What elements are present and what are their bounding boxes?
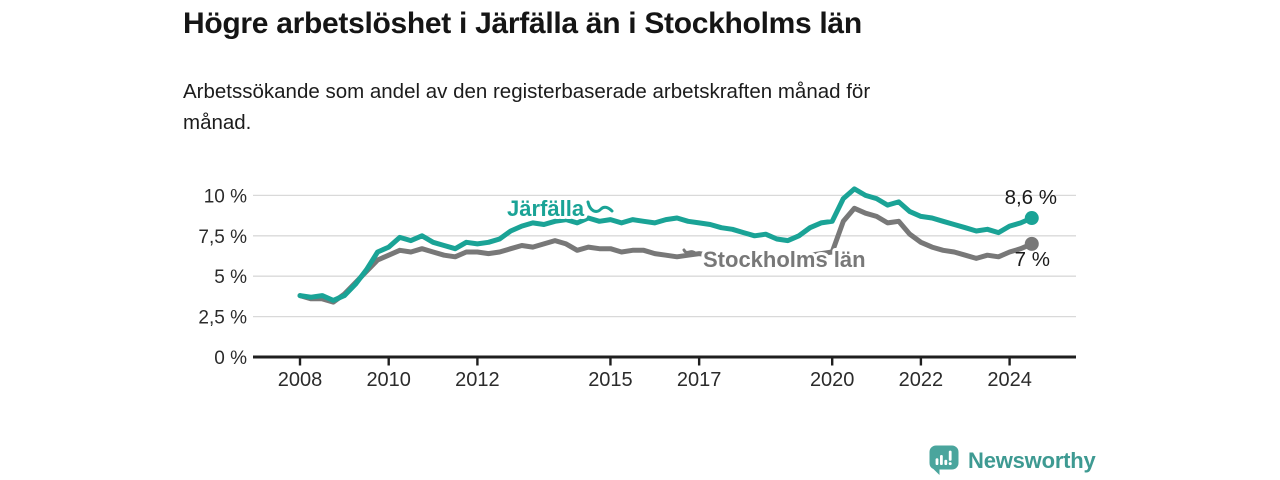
newsworthy-brand: Newsworthy xyxy=(929,445,1096,476)
series-end-dot xyxy=(1024,211,1039,226)
x-axis-tick-label: 2020 xyxy=(810,369,855,391)
series-end-value-label: 7 % xyxy=(1015,248,1050,271)
series-line-stockholms-lan xyxy=(297,205,1035,305)
brand-wordmark: Newsworthy xyxy=(968,447,1096,473)
y-axis-tick-label: 10 % xyxy=(204,186,247,207)
chart-subtitle: Arbetssökande som andel av den registerb… xyxy=(183,76,870,138)
y-axis-tick-label: 0 % xyxy=(214,348,247,369)
series-label-jarfalla: Järfälla xyxy=(507,196,585,221)
series-line-jarfalla xyxy=(297,186,1035,303)
y-axis-tick-label: 7,5 % xyxy=(198,227,247,248)
newsworthy-bar-chart-bubble-icon xyxy=(929,445,959,475)
subtitle-line-1: Arbetssökande som andel av den registerb… xyxy=(183,80,871,103)
subtitle-line-2: månad. xyxy=(183,111,252,134)
x-axis-tick-label: 2015 xyxy=(588,369,633,391)
y-axis-tick-label: 2,5 % xyxy=(198,308,247,329)
page-title: Högre arbetslöshet i Järfälla än i Stock… xyxy=(183,7,862,40)
x-axis-tick-label: 2010 xyxy=(366,369,411,391)
label-connector-squiggle xyxy=(682,248,698,256)
series-label-stockholms-lan: Stockholms län xyxy=(703,247,866,272)
x-axis-tick-label: 2024 xyxy=(987,369,1032,391)
series-end-dot xyxy=(1024,236,1039,251)
x-axis-tick-label: 2022 xyxy=(899,369,944,391)
series-end-value-label: 8,6 % xyxy=(1005,186,1057,209)
x-axis-tick-label: 2012 xyxy=(455,369,500,391)
label-connector-squiggle xyxy=(586,200,614,213)
x-axis-tick-label: 2008 xyxy=(278,369,323,391)
x-axis-tick-label: 2017 xyxy=(677,369,722,391)
y-axis-tick-label: 5 % xyxy=(214,267,247,288)
